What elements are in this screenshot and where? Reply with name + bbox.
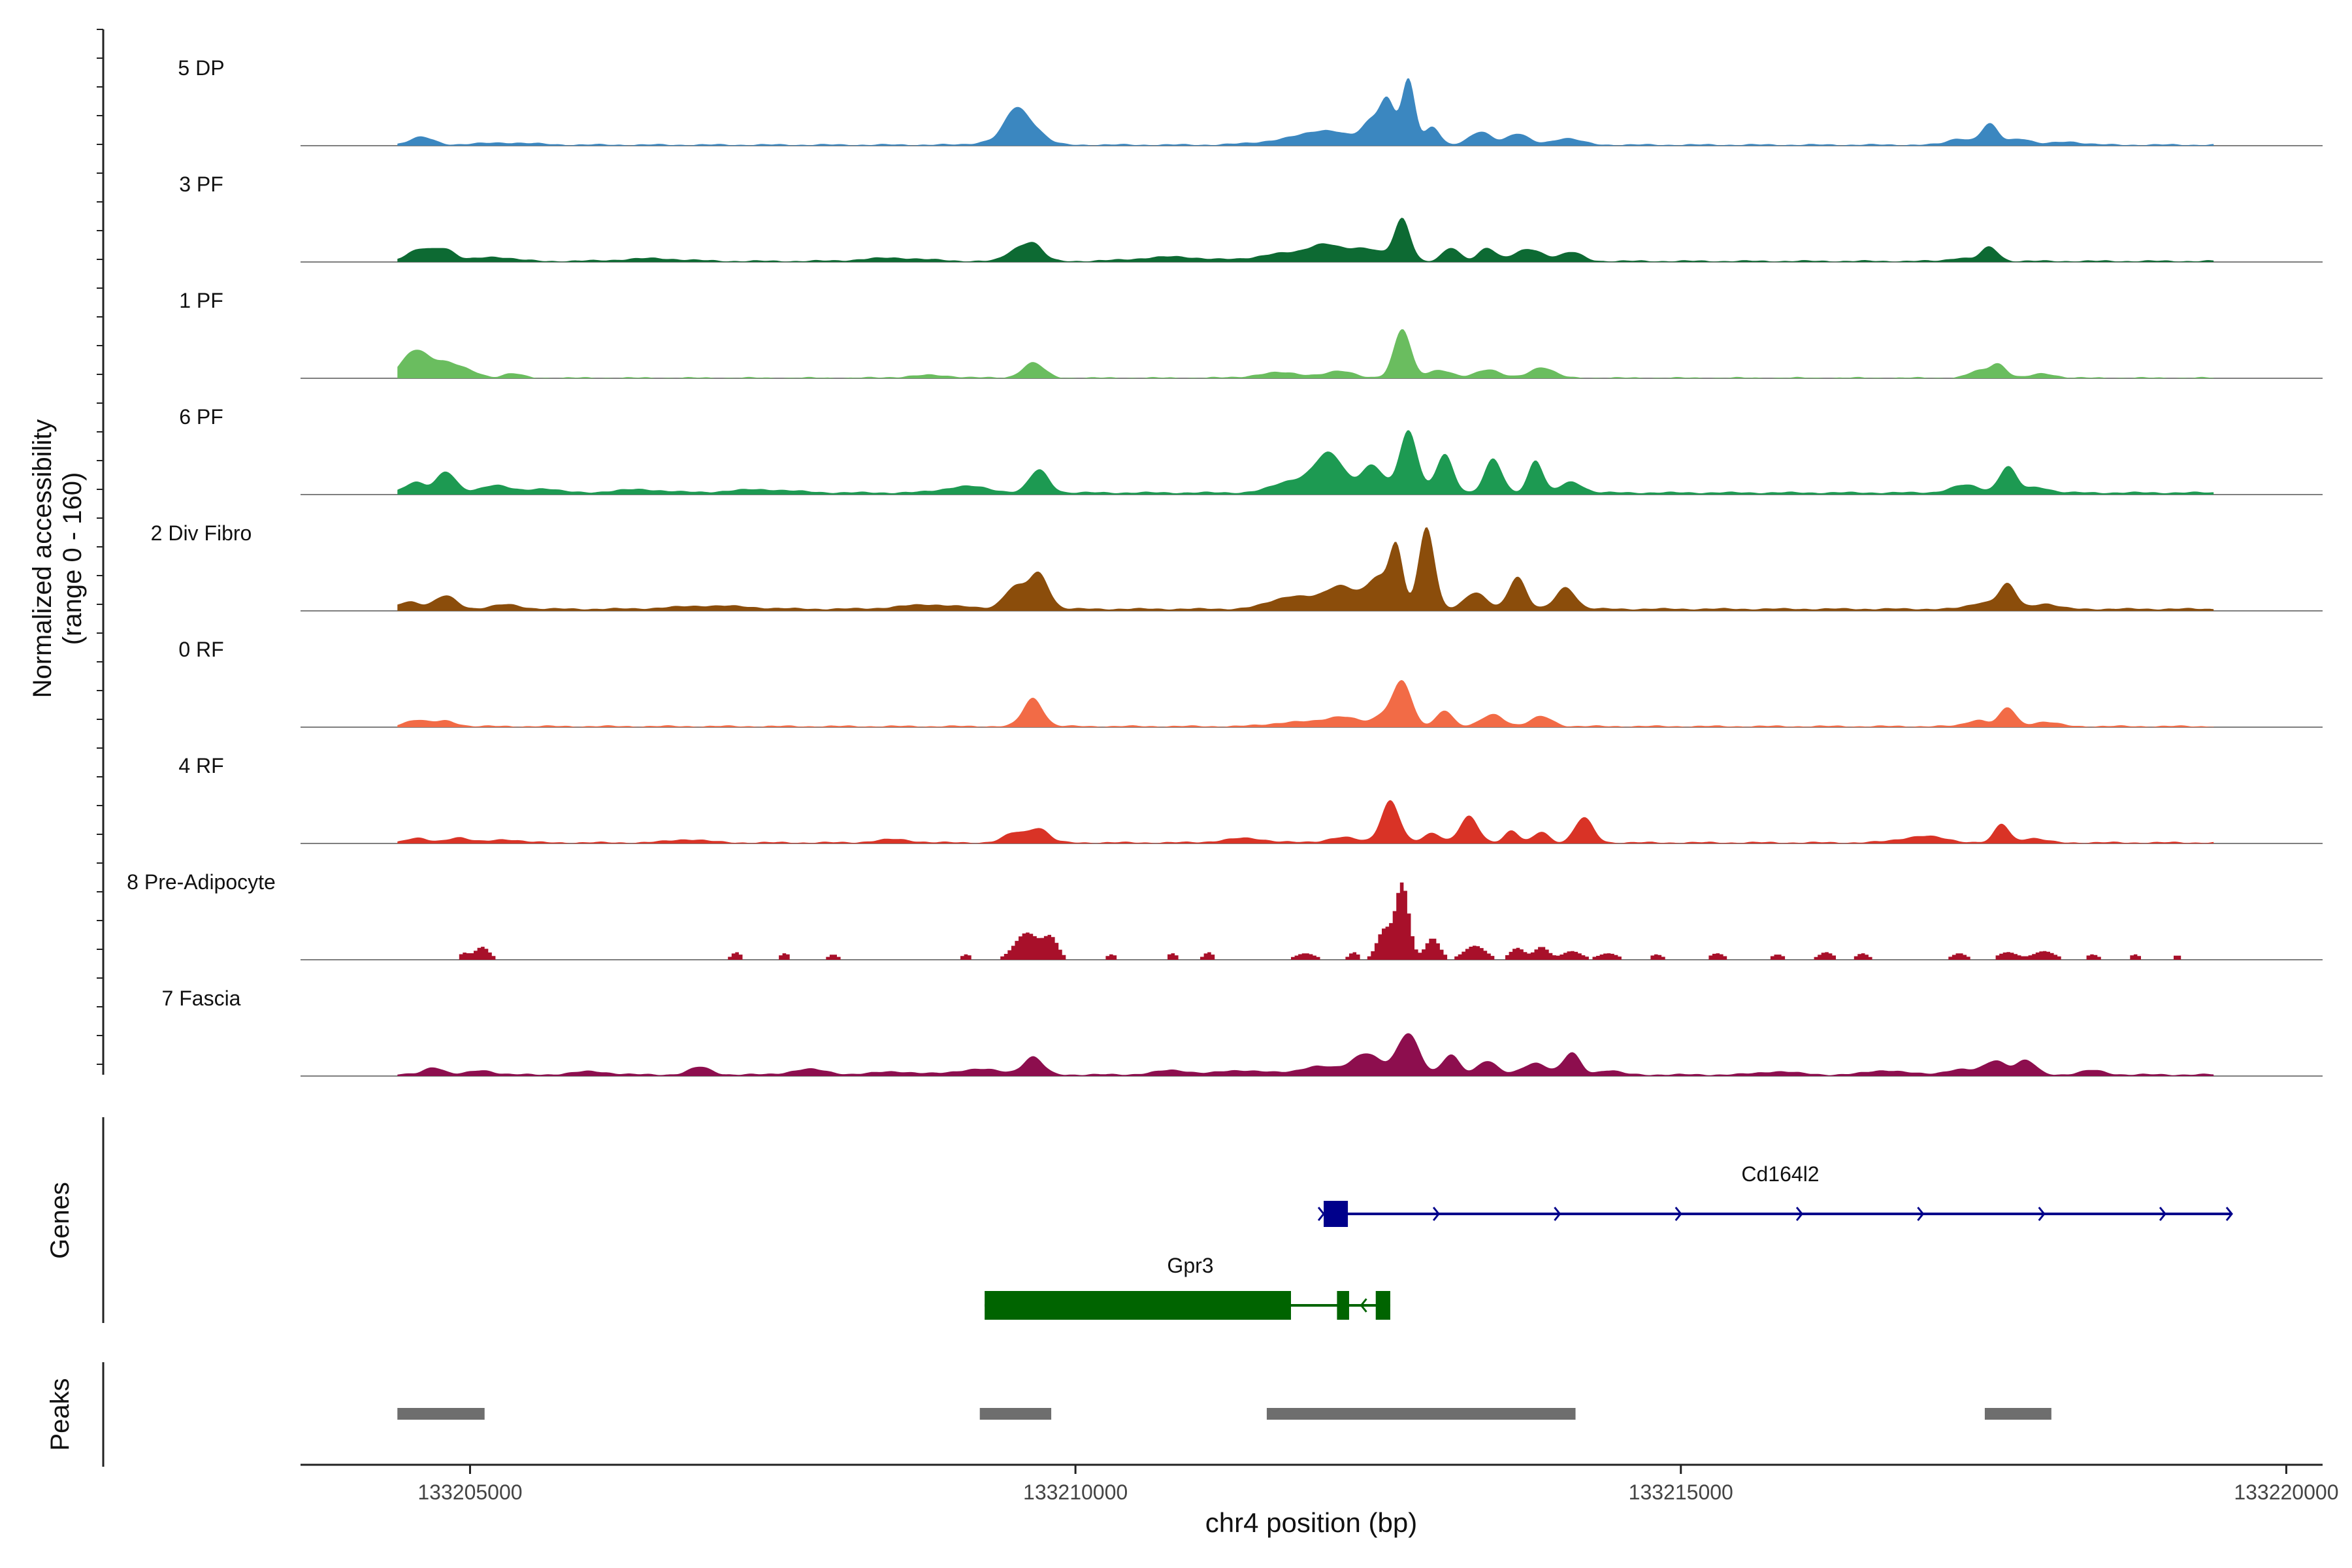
coverage-track: 4 RF bbox=[178, 754, 2323, 844]
x-tick-label: 133220000 bbox=[2234, 1480, 2338, 1504]
x-axis-ticks: 133205000 133210000 133215000 133220000 bbox=[417, 1465, 2338, 1504]
peak-region bbox=[1984, 1408, 2051, 1420]
strand-chevron bbox=[1432, 1207, 1441, 1221]
gene-name-label: Gpr3 bbox=[1167, 1254, 1213, 1277]
strand-chevron bbox=[1795, 1207, 1804, 1221]
track-label: 8 Pre-Adipocyte bbox=[127, 870, 276, 894]
track-label: 6 PF bbox=[179, 405, 223, 429]
gene-model: Cd164l2 bbox=[1317, 1162, 2233, 1227]
genes-track-label: Genes bbox=[46, 1182, 74, 1259]
gene-exon bbox=[1324, 1201, 1348, 1227]
coverage-area bbox=[397, 218, 2214, 262]
gene-model: Gpr3 bbox=[985, 1254, 1390, 1320]
gene-exon bbox=[985, 1291, 1291, 1320]
coverage-track: 5 DP bbox=[178, 56, 2323, 146]
x-axis-label: chr4 position (bp) bbox=[1205, 1507, 1418, 1538]
peak-region bbox=[397, 1408, 485, 1420]
strand-chevron bbox=[1360, 1298, 1367, 1313]
track-label: 3 PF bbox=[179, 172, 223, 196]
peaks-track-label: Peaks bbox=[46, 1378, 74, 1450]
coverage-track: 3 PF bbox=[179, 172, 2323, 263]
coverage-area bbox=[397, 1033, 2214, 1076]
coverage-tracks: 5 DP 3 PF 1 PF 6 PF 2 Div Fibro 0 RF 4 RF 8 Pre… bbox=[127, 56, 2323, 1077]
strand-chevron bbox=[2225, 1207, 2233, 1221]
strand-chevron bbox=[1674, 1207, 1682, 1221]
track-label: 0 RF bbox=[178, 638, 223, 661]
strand-chevron bbox=[2038, 1207, 2046, 1221]
x-tick-label: 133210000 bbox=[1023, 1480, 1128, 1504]
peaks-track bbox=[397, 1408, 2051, 1420]
coverage-area bbox=[397, 430, 2214, 495]
coverage-track: 2 Div Fibro bbox=[151, 521, 2323, 612]
coverage-track: 8 Pre-Adipocyte bbox=[127, 870, 2323, 960]
genes-track: Cd164l2 Gpr3 bbox=[985, 1162, 2233, 1320]
track-label: 4 RF bbox=[178, 754, 223, 777]
coverage-area bbox=[397, 800, 2214, 843]
coverage-track: 7 Fascia bbox=[162, 987, 2323, 1077]
coverage-y-axis-ticks bbox=[97, 29, 103, 1065]
strand-chevron bbox=[2159, 1207, 2166, 1221]
track-label: 7 Fascia bbox=[162, 987, 241, 1010]
coverage-track: 6 PF bbox=[179, 405, 2323, 495]
track-label: 1 PF bbox=[179, 289, 223, 312]
strand-chevron bbox=[1317, 1207, 1325, 1221]
y-axis-label-line2: (range 0 - 160) bbox=[58, 472, 87, 645]
gene-exon bbox=[1375, 1291, 1390, 1320]
x-tick-label: 133205000 bbox=[417, 1480, 522, 1504]
gene-name-label: Cd164l2 bbox=[1741, 1162, 1819, 1186]
coverage-track: 0 RF bbox=[178, 638, 2323, 728]
track-label: 5 DP bbox=[178, 56, 224, 80]
strand-chevron bbox=[1917, 1207, 1925, 1221]
y-axis-label-line1: Normalized accessibility bbox=[28, 419, 57, 698]
peak-region bbox=[1266, 1408, 1576, 1420]
track-label: 2 Div Fibro bbox=[151, 521, 252, 545]
strand-chevron bbox=[1554, 1207, 1561, 1221]
x-tick-label: 133215000 bbox=[1629, 1480, 1733, 1504]
peak-region bbox=[979, 1408, 1052, 1420]
coverage-track: 1 PF bbox=[179, 289, 2323, 379]
gene-exon bbox=[1337, 1291, 1349, 1320]
